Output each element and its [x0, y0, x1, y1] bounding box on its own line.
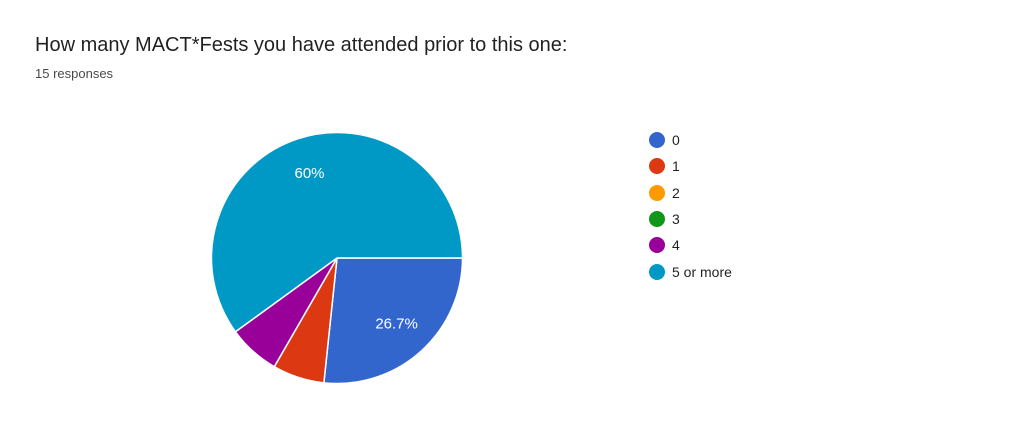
legend-item: 1 — [649, 153, 732, 179]
pie-slice-label: 60% — [294, 165, 324, 182]
legend-color-dot — [649, 237, 665, 254]
legend-item: 2 — [649, 180, 732, 206]
legend-item-label: 5 or more — [672, 263, 732, 280]
legend-item-label: 3 — [672, 211, 680, 228]
pie-slice-5-or-more[interactable] — [210, 131, 464, 333]
legend-item: 4 — [649, 232, 732, 258]
legend-item-label: 1 — [672, 158, 680, 175]
pie-slice-0[interactable] — [323, 257, 464, 385]
legend-color-dot — [649, 211, 665, 228]
legend-color-dot — [649, 263, 665, 280]
chart-legend: 0 1 2 3 4 5 or more — [649, 127, 732, 285]
legend-item-label: 2 — [672, 184, 680, 201]
response-count: 15 responses — [35, 66, 114, 81]
legend-color-dot — [649, 158, 665, 175]
legend-color-dot — [649, 132, 665, 149]
legend-item-label: 0 — [672, 132, 680, 149]
pie-chart: 26.7% 60% — [210, 131, 464, 385]
legend-item: 5 or more — [649, 258, 732, 284]
legend-color-dot — [649, 184, 665, 201]
legend-item-label: 4 — [672, 237, 680, 254]
legend-item: 0 — [649, 127, 732, 153]
pie-slice-label: 26.7% — [375, 316, 418, 333]
legend-item: 3 — [649, 206, 732, 232]
question-title: How many MACT*Fests you have attended pr… — [35, 34, 568, 56]
